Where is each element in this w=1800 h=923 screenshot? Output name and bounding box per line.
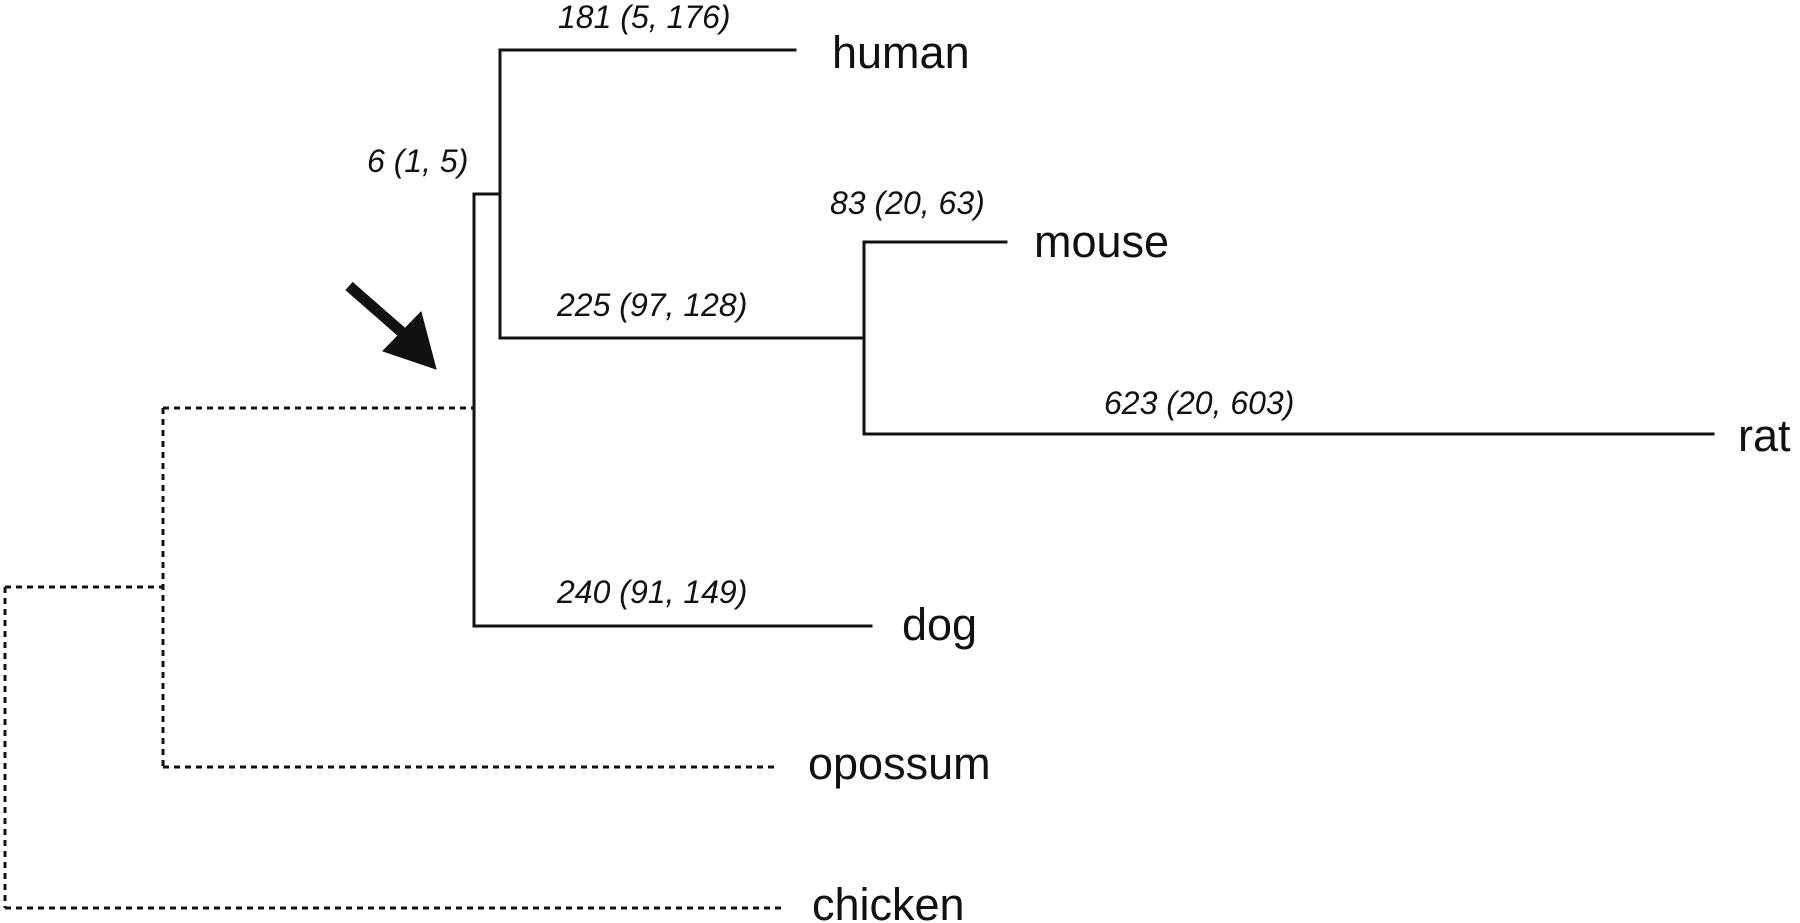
taxon-rat: rat bbox=[1738, 410, 1791, 461]
branch-label-rat: 623 (20, 603) bbox=[1104, 385, 1294, 421]
branch-label-human: 181 (5, 176) bbox=[558, 0, 731, 35]
taxon-chicken: chicken bbox=[812, 879, 965, 923]
outgroup-branches bbox=[3, 406, 782, 910]
taxon-opossum: opossum bbox=[808, 738, 991, 789]
taxon-dog: dog bbox=[902, 599, 977, 650]
branch-label-rodent-stem: 225 (97, 128) bbox=[556, 287, 747, 323]
branch-label-primate-rodent-stem: 6 (1, 5) bbox=[367, 143, 468, 179]
pointer-arrow-icon bbox=[345, 281, 437, 370]
taxon-human: human bbox=[832, 27, 970, 78]
branch-label-dog: 240 (91, 149) bbox=[556, 574, 747, 610]
taxon-mouse: mouse bbox=[1034, 216, 1169, 267]
branch-label-mouse: 83 (20, 63) bbox=[830, 185, 985, 221]
ingroup-branches bbox=[472, 48, 1715, 628]
